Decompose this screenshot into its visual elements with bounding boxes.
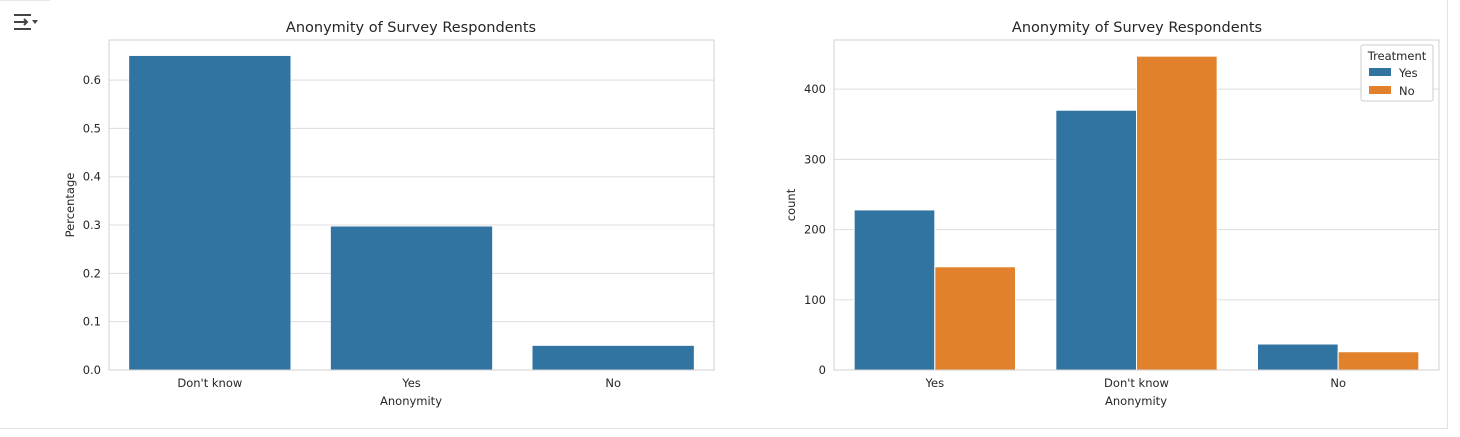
x-axis-label: Anonymity bbox=[1105, 394, 1167, 408]
y-tick-label: 0.5 bbox=[83, 121, 101, 135]
bar-yes-treatment-no bbox=[934, 266, 1016, 371]
y-tick-label: 0.2 bbox=[83, 266, 101, 280]
x-tick-label: Don't know bbox=[1104, 376, 1169, 390]
y-tick-label: 0.4 bbox=[83, 170, 101, 184]
y-tick-label: 0 bbox=[819, 363, 826, 377]
percentage-bar-chart: Anonymity of Survey Respondents 0.0 0.1 0.… bbox=[63, 20, 715, 408]
y-tick-label: 0.0 bbox=[83, 363, 101, 377]
x-tick-label: Yes bbox=[401, 376, 421, 390]
x-tick-label: Don't know bbox=[177, 376, 242, 390]
output-panel: Anonymity of Survey Respondents 0.0 0.1 0.… bbox=[0, 0, 1448, 429]
y-axis-label: count bbox=[784, 188, 798, 221]
bar-don-t-know-treatment-yes bbox=[1055, 109, 1138, 371]
y-tick-label: 0.1 bbox=[83, 315, 101, 329]
bar-yes bbox=[330, 226, 493, 370]
divider bbox=[0, 0, 50, 1]
chart-title: Anonymity of Survey Respondents bbox=[286, 20, 536, 36]
chart-title: Anonymity of Survey Respondents bbox=[1012, 20, 1262, 36]
legend-swatch-yes bbox=[1369, 68, 1391, 76]
y-tick-label: 200 bbox=[804, 223, 826, 237]
y-tick-label: 100 bbox=[804, 293, 826, 307]
y-axis-label: Percentage bbox=[63, 173, 77, 238]
legend-title: Treatment bbox=[1367, 49, 1427, 63]
y-tick-label: 0.3 bbox=[83, 218, 101, 232]
x-axis-label: Anonymity bbox=[380, 394, 442, 408]
bar-yes-treatment-yes bbox=[853, 209, 936, 371]
plot-frame bbox=[108, 39, 715, 371]
bar-don-t-know bbox=[129, 55, 291, 370]
bar-no bbox=[532, 345, 694, 370]
bar-no-treatment-no bbox=[1337, 351, 1420, 371]
y-tick-label: 0.6 bbox=[83, 73, 101, 87]
output-collapse-icon[interactable] bbox=[9, 9, 39, 37]
legend-swatch-no bbox=[1369, 86, 1391, 94]
bar-don-t-know-treatment-no bbox=[1136, 55, 1218, 371]
x-tick-label: No bbox=[605, 376, 621, 390]
x-tick-label: Yes bbox=[925, 376, 945, 390]
legend-label-yes: Yes bbox=[1398, 66, 1418, 80]
legend-label-no: No bbox=[1399, 84, 1415, 98]
y-tick-label: 400 bbox=[804, 82, 826, 96]
bar-no-treatment-yes bbox=[1257, 343, 1339, 371]
count-grouped-bar-chart: Anonymity of Survey Respondents 0 100 200 3… bbox=[784, 20, 1440, 408]
legend: Treatment Yes No bbox=[1360, 44, 1434, 102]
x-tick-label: No bbox=[1330, 376, 1346, 390]
plot-frame bbox=[833, 39, 1440, 371]
y-tick-label: 300 bbox=[804, 152, 826, 166]
